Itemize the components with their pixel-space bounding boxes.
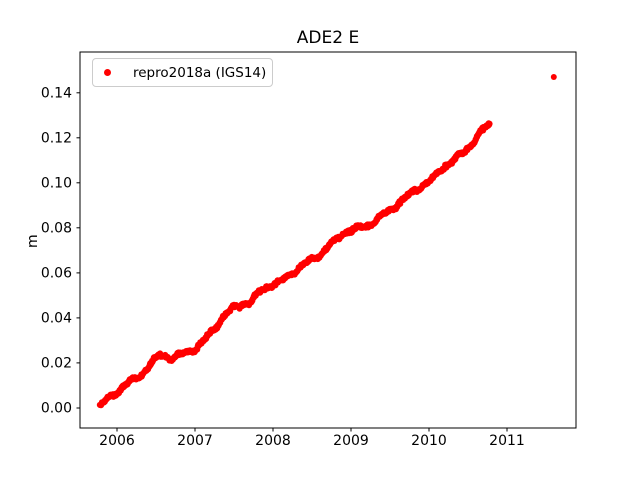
legend-label: repro2018a (IGS14) bbox=[133, 64, 267, 81]
x-tick-label: 2010 bbox=[411, 433, 447, 449]
scatter-series bbox=[96, 74, 557, 409]
y-tick-label: 0.02 bbox=[41, 355, 72, 371]
x-tick-label: 2008 bbox=[255, 433, 291, 449]
outlier-point bbox=[550, 74, 557, 80]
y-tick-label: 0.12 bbox=[41, 130, 72, 146]
y-axis-label: m bbox=[25, 234, 41, 248]
axes-spines bbox=[79, 51, 577, 429]
x-tick-label: 2006 bbox=[99, 433, 135, 449]
chart-title: ADE2 E bbox=[296, 28, 360, 48]
y-tick-label: 0.10 bbox=[41, 175, 72, 191]
y-tick-label: 0.06 bbox=[41, 265, 72, 281]
axis-ticks bbox=[76, 92, 508, 432]
x-tick-label: 2009 bbox=[333, 433, 369, 449]
y-tick-label: 0.08 bbox=[41, 220, 72, 236]
legend-marker-icon bbox=[104, 69, 111, 76]
x-tick-label: 2011 bbox=[489, 433, 525, 449]
y-tick-label: 0.14 bbox=[41, 85, 72, 101]
y-tick-label: 0.00 bbox=[41, 401, 72, 417]
y-tick-label: 0.04 bbox=[41, 310, 72, 326]
x-tick-label: 2007 bbox=[177, 433, 213, 449]
axis-tick-labels: 2006 2007 2008 2009 2010 2011 0.00 0.02 0.04 0.06… bbox=[41, 85, 525, 449]
legend: repro2018a (IGS14) bbox=[92, 58, 273, 87]
